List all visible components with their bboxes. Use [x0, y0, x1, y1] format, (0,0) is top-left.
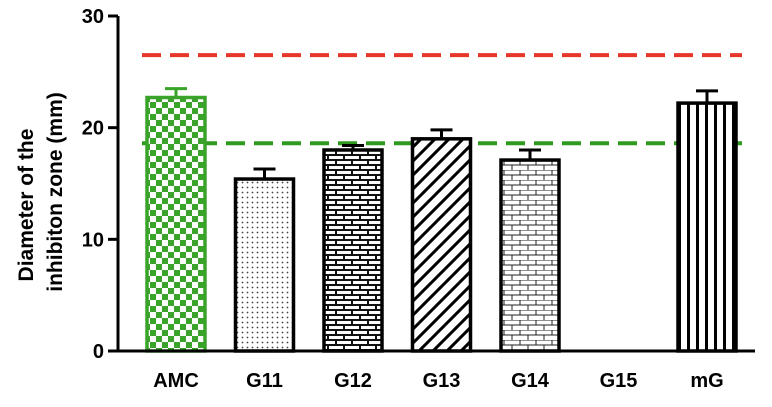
category-label-g14: G14 — [511, 370, 550, 392]
y-axis-label-line-2: inhibiton zone (mm) — [44, 92, 67, 291]
category-label-mg: mG — [690, 370, 723, 392]
y-axis-label: Diameter of the inhibiton zone (mm) — [15, 92, 67, 291]
bar-g11 — [233, 177, 296, 353]
bar-g12 — [322, 148, 384, 353]
error-bar-mg — [696, 89, 718, 104]
bar-g14 — [499, 158, 561, 353]
y-tick-label-10: 10 — [82, 229, 104, 251]
reference-lines — [142, 53, 742, 146]
y-axis-label-line-1: Diameter of the — [15, 129, 38, 282]
category-label-amc: AMC — [153, 370, 199, 392]
y-tick-label-20: 20 — [82, 118, 104, 140]
bar-mg — [676, 101, 738, 353]
bar-g13 — [410, 137, 473, 353]
category-label-g13: G13 — [423, 370, 461, 392]
bar-amc — [145, 95, 207, 353]
y-axis-ticks: 0 10 20 30 — [82, 6, 118, 363]
bars — [145, 87, 738, 353]
category-label-g11: G11 — [246, 370, 283, 392]
y-tick-label-0: 0 — [93, 341, 104, 363]
category-label-g15: G15 — [600, 370, 638, 392]
category-label-g12: G12 — [334, 370, 372, 392]
category-labels: AMC G11 G12 G13 G14 G15 mG — [153, 370, 723, 392]
y-tick-label-30: 30 — [82, 6, 104, 28]
